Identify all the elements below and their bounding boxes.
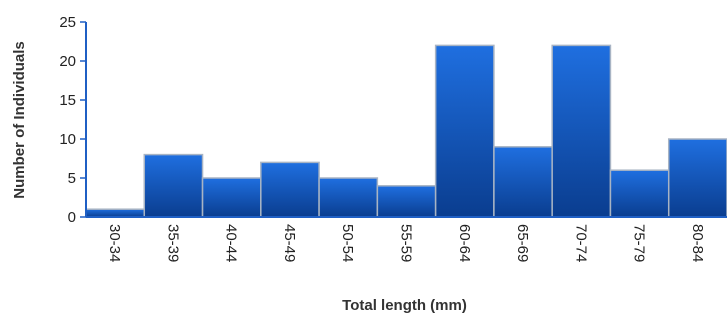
x-tick-label: 55-59 <box>398 224 415 262</box>
y-tick-label: 15 <box>59 92 76 109</box>
x-tick-label: 50-54 <box>339 224 356 262</box>
y-tick-label: 5 <box>68 170 76 187</box>
x-tick-label: 65-69 <box>514 224 531 262</box>
bar-40-44 <box>201 177 262 218</box>
bar-65-69 <box>493 146 553 218</box>
x-tick-label: 30-34 <box>106 224 123 262</box>
bars-group <box>85 44 727 218</box>
y-axis-ticks: 0 5 10 15 20 25 <box>59 14 86 226</box>
y-tick-label: 25 <box>59 14 76 31</box>
bar-75-79 <box>609 169 670 218</box>
x-tick-label: 40-44 <box>223 224 240 262</box>
x-tick-label: 35-39 <box>164 224 181 262</box>
bar-45-49 <box>260 161 320 218</box>
bar-80-84 <box>667 138 727 218</box>
y-axis-title: Number of Individuals <box>11 41 28 199</box>
y-tick-label: 10 <box>59 131 76 148</box>
y-tick-label: 20 <box>59 53 76 70</box>
bar-30-34 <box>85 208 146 218</box>
bar-50-54 <box>318 177 379 218</box>
x-tick-label: 70-74 <box>572 224 589 262</box>
x-tick-label: 75-79 <box>631 224 648 262</box>
bar-55-59 <box>376 185 437 218</box>
bar-60-64 <box>434 44 495 218</box>
x-axis-title: Total length (mm) <box>342 297 467 314</box>
y-tick-label: 0 <box>68 209 76 226</box>
x-axis-ticks: 30-34 35-39 40-44 45-49 50-54 55-59 60-64 65-69… <box>106 224 706 262</box>
x-tick-label: 80-84 <box>689 224 706 262</box>
x-tick-label: 45-49 <box>281 224 298 262</box>
bar-35-39 <box>143 153 204 218</box>
x-tick-label: 60-64 <box>456 224 473 262</box>
bar-70-74 <box>551 44 612 218</box>
